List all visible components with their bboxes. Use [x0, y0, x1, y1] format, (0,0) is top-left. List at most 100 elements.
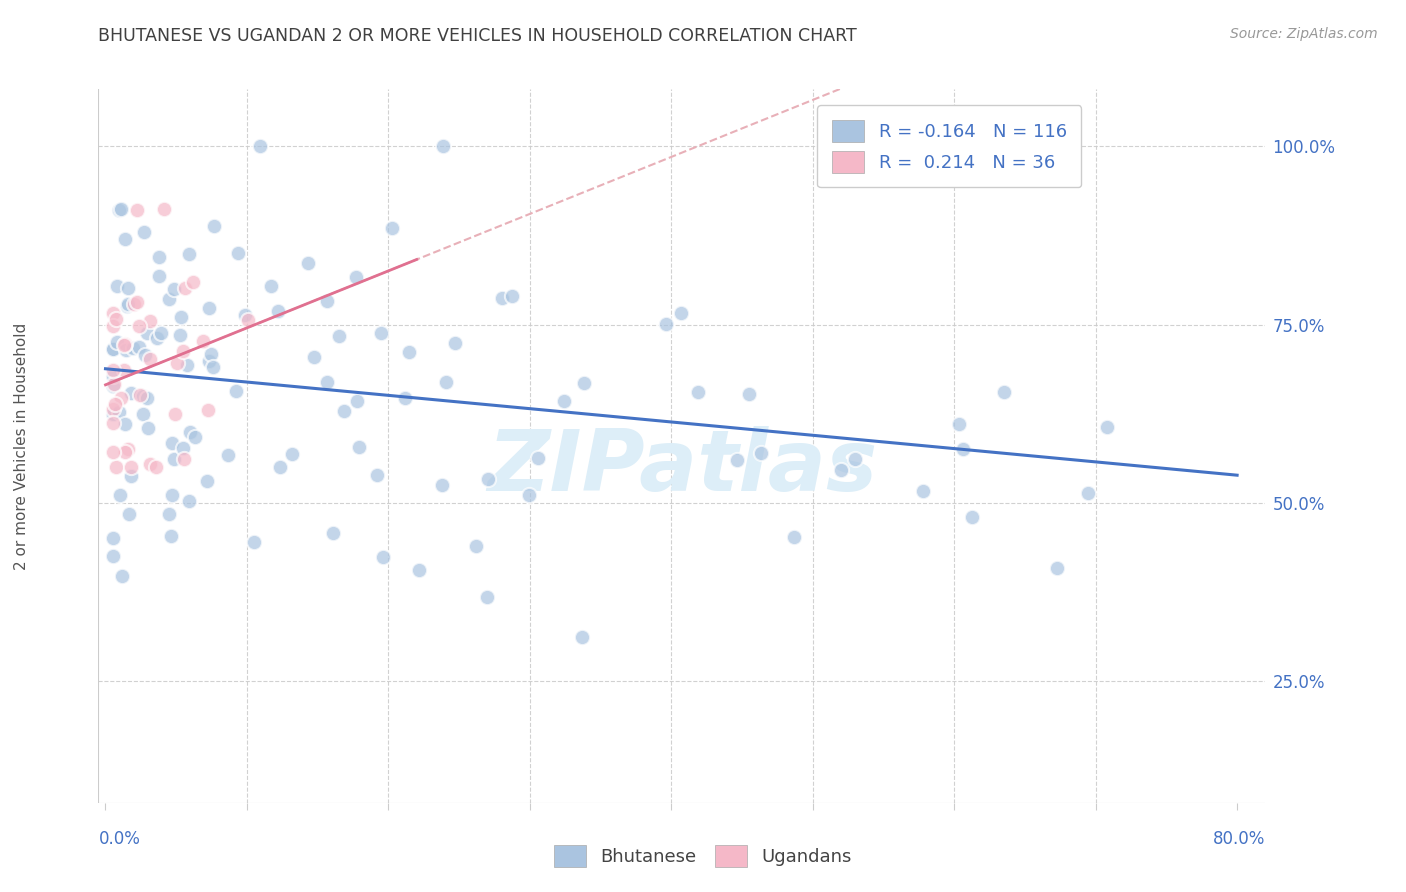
Point: [434, 375, 457, 389]
Point: [408, 563, 430, 577]
Point: [201, 359, 224, 374]
Point: [163, 408, 186, 422]
Point: [107, 203, 129, 218]
Point: [233, 308, 256, 322]
Point: [117, 442, 139, 456]
Point: [112, 363, 135, 377]
Point: [172, 344, 194, 359]
Point: [105, 279, 128, 293]
Point: [173, 281, 195, 295]
Point: [157, 507, 180, 521]
Point: [105, 334, 128, 349]
Point: [333, 404, 356, 418]
Point: [135, 392, 157, 406]
Point: [103, 377, 125, 392]
Point: [297, 256, 319, 270]
Point: [120, 468, 142, 483]
Point: [177, 494, 200, 508]
Point: [200, 346, 222, 360]
Point: [107, 405, 129, 419]
Point: [120, 386, 142, 401]
Point: [131, 389, 153, 403]
Point: [128, 388, 150, 402]
Point: [104, 312, 127, 326]
Point: [138, 313, 160, 327]
Point: [170, 310, 193, 324]
Point: [249, 139, 271, 153]
Point: [127, 202, 149, 217]
Point: [347, 440, 370, 454]
Point: [432, 139, 454, 153]
Point: [197, 403, 219, 417]
Point: [169, 327, 191, 342]
Point: [281, 447, 304, 461]
Point: [464, 540, 486, 554]
Point: [267, 304, 290, 318]
Point: [669, 306, 692, 320]
Point: [150, 326, 173, 340]
Point: [574, 376, 596, 391]
Point: [159, 292, 181, 306]
Point: [527, 450, 550, 465]
Point: [316, 294, 339, 309]
Point: [146, 331, 169, 345]
Point: [198, 354, 221, 368]
Point: [101, 407, 124, 421]
Text: 2 or more Vehicles in Household: 2 or more Vehicles in Household: [14, 322, 30, 570]
Point: [316, 375, 339, 389]
Point: [960, 509, 983, 524]
Point: [117, 508, 139, 522]
Point: [738, 386, 761, 401]
Point: [162, 436, 184, 450]
Point: [128, 340, 150, 354]
Point: [162, 488, 184, 502]
Point: [370, 326, 392, 340]
Point: [344, 269, 367, 284]
Point: [105, 460, 128, 475]
Legend: R = -0.164   N = 116, R =  0.214   N = 36: R = -0.164 N = 116, R = 0.214 N = 36: [817, 105, 1081, 187]
Point: [198, 301, 221, 316]
Point: [176, 358, 198, 372]
Point: [328, 329, 350, 343]
Point: [749, 446, 772, 460]
Point: [160, 529, 183, 543]
Point: [260, 278, 283, 293]
Point: [103, 368, 125, 383]
Point: [114, 232, 136, 246]
Point: [172, 442, 194, 456]
Point: [101, 306, 124, 320]
Point: [477, 473, 499, 487]
Point: [101, 343, 124, 357]
Point: [1095, 419, 1118, 434]
Point: [501, 289, 523, 303]
Point: [177, 246, 200, 260]
Point: [110, 488, 132, 502]
Point: [117, 297, 139, 311]
Point: [830, 463, 852, 477]
Point: [101, 549, 124, 564]
Text: 80.0%: 80.0%: [1213, 830, 1265, 847]
Point: [322, 526, 344, 541]
Point: [948, 417, 970, 431]
Point: [163, 282, 186, 296]
Point: [125, 295, 148, 310]
Point: [114, 417, 136, 431]
Point: [202, 219, 225, 234]
Point: [110, 202, 132, 217]
Point: [846, 170, 869, 185]
Point: [195, 475, 218, 489]
Point: [166, 356, 188, 370]
Text: BHUTANESE VS UGANDAN 2 OR MORE VEHICLES IN HOUSEHOLD CORRELATION CHART: BHUTANESE VS UGANDAN 2 OR MORE VEHICLES …: [98, 27, 858, 45]
Point: [124, 297, 146, 311]
Point: [145, 460, 167, 475]
Point: [117, 280, 139, 294]
Point: [115, 299, 138, 313]
Point: [101, 444, 124, 458]
Point: [112, 338, 135, 352]
Point: [136, 421, 159, 435]
Point: [381, 220, 404, 235]
Point: [101, 378, 124, 392]
Text: 0.0%: 0.0%: [98, 830, 141, 847]
Point: [135, 326, 157, 340]
Point: [571, 631, 593, 645]
